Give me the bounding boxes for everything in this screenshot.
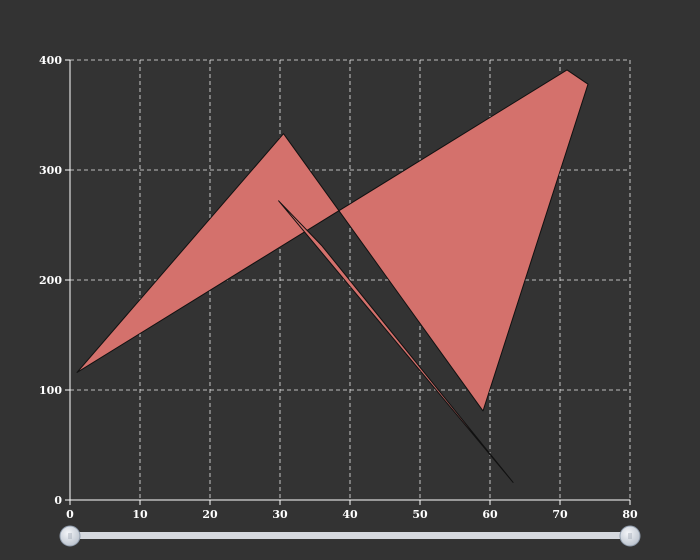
x-axis-ticks: 0 10 20 30 40 50 60 70 80 bbox=[66, 500, 638, 521]
x-tick-label: 70 bbox=[552, 508, 568, 521]
range-slider[interactable] bbox=[59, 525, 641, 547]
x-tick-label: 20 bbox=[202, 508, 218, 521]
x-tick-label: 40 bbox=[342, 508, 358, 521]
y-tick-label: 100 bbox=[39, 384, 62, 397]
slider-handle-start[interactable] bbox=[59, 525, 81, 547]
x-tick-label: 10 bbox=[132, 508, 148, 521]
y-tick-label: 400 bbox=[39, 54, 62, 67]
area-shape-1 bbox=[76, 69, 589, 412]
grip-lines-icon bbox=[628, 533, 632, 539]
x-tick-label: 60 bbox=[482, 508, 498, 521]
area-shape-2 bbox=[278, 200, 514, 483]
x-tick-label: 50 bbox=[412, 508, 428, 521]
slider-handle-end[interactable] bbox=[619, 525, 641, 547]
grip-lines-icon bbox=[68, 533, 72, 539]
x-tick-label: 30 bbox=[272, 508, 288, 521]
y-tick-label: 0 bbox=[54, 494, 62, 507]
x-tick-label: 0 bbox=[66, 508, 74, 521]
data-shapes bbox=[76, 69, 589, 483]
x-tick-label: 80 bbox=[622, 508, 638, 521]
y-axis-ticks: 0 100 200 300 400 bbox=[39, 54, 70, 507]
y-tick-label: 300 bbox=[39, 164, 62, 177]
slider-track[interactable] bbox=[70, 532, 630, 539]
y-tick-label: 200 bbox=[39, 274, 62, 287]
